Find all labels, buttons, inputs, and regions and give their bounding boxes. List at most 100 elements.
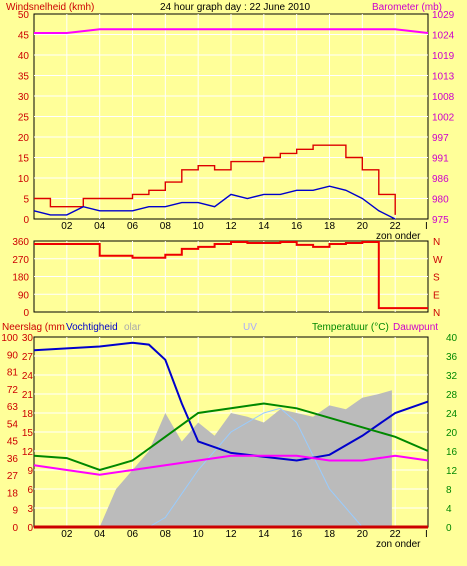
tick-label: 35 [18, 72, 30, 83]
tick-label: 90 [7, 350, 19, 361]
x-tick-label: 14 [258, 221, 270, 232]
mid-grid [34, 241, 428, 312]
tick-label: 5 [23, 195, 29, 206]
x-tick-label: 10 [193, 529, 205, 540]
mid-left-axis: 360 270 180 90 0 [12, 237, 29, 319]
x-tick-label: 12 [225, 529, 237, 540]
x-tick-label: 08 [160, 221, 172, 232]
tick-label: 27 [22, 352, 34, 363]
uv-legend: UV [243, 322, 257, 333]
x-tick-label: 18 [324, 529, 336, 540]
barometer-label: Barometer (mb) [372, 2, 442, 13]
tick-label: 63 [7, 402, 19, 413]
tick-label: 30 [22, 333, 34, 344]
tick-label: 360 [12, 237, 29, 248]
tick-label: 0 [446, 523, 452, 534]
tick-label: 991 [432, 154, 449, 165]
top-end-label: I [425, 221, 428, 232]
tick-label: 1019 [432, 51, 455, 62]
x-tick-label: 02 [61, 529, 73, 540]
humidity-legend: Vochtigheid [66, 322, 118, 333]
tick-label: 9 [27, 466, 33, 477]
tick-label: 270 [12, 255, 29, 266]
tick-label: 20 [18, 133, 30, 144]
tick-label: S [433, 273, 440, 284]
tick-label: 0 [23, 308, 29, 319]
tick-label: 3 [27, 504, 33, 515]
chart-title: 24 hour graph day : 22 June 2010 [160, 2, 311, 13]
x-tick-label: 04 [94, 529, 106, 540]
x-tick-label: 06 [127, 529, 139, 540]
x-tick-label: 12 [225, 221, 237, 232]
tick-label: 4 [446, 504, 452, 515]
tick-label: 21 [22, 390, 34, 401]
tick-label: 50 [18, 10, 30, 21]
tick-label: W [433, 255, 443, 266]
dewpoint-line [33, 454, 429, 476]
tick-label: 100 [1, 333, 18, 344]
wind-speed-label: Windsnelheid (kmh) [6, 2, 94, 13]
tick-label: 20 [446, 428, 458, 439]
x-tick-label: 06 [127, 221, 139, 232]
bottom-grid [34, 337, 428, 527]
solar-legend: olar [124, 322, 141, 333]
tick-label: 45 [7, 437, 19, 448]
mid-series [34, 241, 428, 310]
temperature-line [33, 402, 429, 472]
tick-label: 36 [446, 352, 458, 363]
tick-label: 30 [18, 92, 30, 103]
top-sunset-label: zon onder [376, 231, 421, 242]
tick-label: 1029 [432, 10, 455, 21]
x-tick-label: 04 [94, 221, 106, 232]
bottom-sunset-label: zon onder [376, 539, 421, 550]
tick-label: N [433, 237, 440, 248]
x-tick-label: 10 [193, 221, 205, 232]
tick-label: 28 [446, 390, 458, 401]
rain-legend: Neerslag (mm [2, 322, 65, 333]
tick-label: E [433, 290, 440, 301]
x-tick-label: 14 [258, 529, 270, 540]
tick-label: 0 [27, 523, 33, 534]
tick-label: 1002 [432, 113, 455, 124]
tick-label: 32 [446, 371, 458, 382]
x-tick-label: 22 [390, 221, 402, 232]
tick-label: 24 [22, 371, 34, 382]
humidity-line [33, 341, 429, 462]
tick-label: 27 [7, 471, 19, 482]
tick-label: 81 [7, 368, 19, 379]
tick-label: 975 [432, 215, 449, 226]
tick-label: 18 [22, 409, 34, 420]
tick-label: 15 [22, 428, 34, 439]
tick-label: 12 [22, 447, 34, 458]
solar-series [99, 390, 392, 527]
tick-label: 16 [446, 447, 458, 458]
top-series [33, 28, 429, 220]
barometer-line [34, 28, 429, 34]
solar-area [99, 390, 392, 527]
tick-label: 36 [7, 454, 19, 465]
x-tick-label: 16 [291, 221, 303, 232]
tick-label: 10 [18, 174, 30, 185]
bottom-x-axis: 02 04 06 08 10 12 14 16 18 20 22 [61, 529, 401, 540]
tick-label: 40 [446, 333, 458, 344]
x-tick-label: 22 [390, 529, 402, 540]
bottom-end-label: I [425, 529, 428, 540]
dewpoint-legend: Dauwpunt [393, 322, 438, 333]
tick-label: 24 [446, 409, 458, 420]
tick-label: 986 [432, 174, 449, 185]
tick-label: 180 [12, 273, 29, 284]
uv-line [148, 407, 363, 528]
temperature-legend: Temperatuur (°C) [312, 322, 389, 333]
tick-label: 72 [7, 385, 19, 396]
tick-label: 6 [27, 485, 33, 496]
tick-label: 12 [446, 466, 458, 477]
tick-label: 15 [18, 154, 30, 165]
